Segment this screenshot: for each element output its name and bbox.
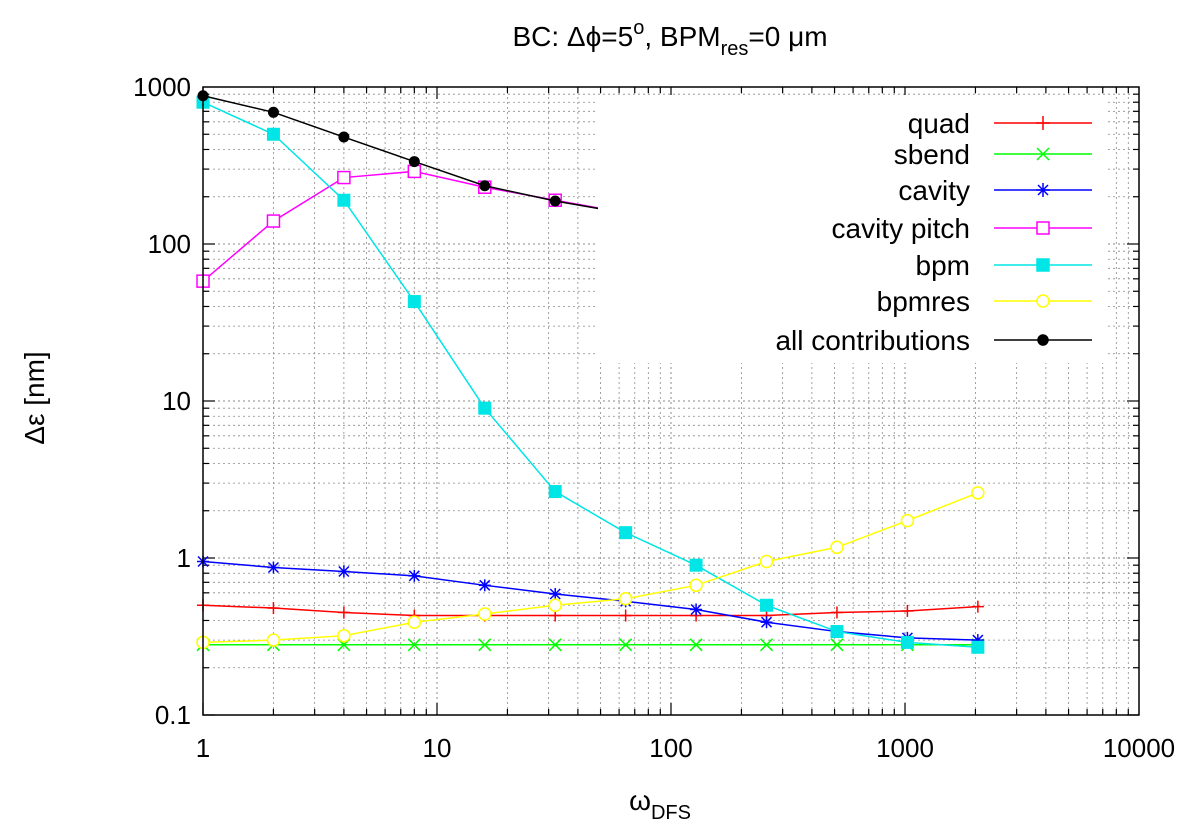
legend-marker <box>1036 258 1050 272</box>
legend-label: cavity <box>898 175 970 206</box>
data-point <box>478 401 492 415</box>
data-point <box>549 588 561 600</box>
series-bpmres <box>196 486 985 650</box>
data-point <box>478 638 492 652</box>
data-point <box>266 127 280 141</box>
data-point <box>830 638 844 652</box>
data-point <box>759 554 774 569</box>
data-point <box>266 633 281 647</box>
series-bpm <box>196 95 985 654</box>
data-point <box>338 131 350 143</box>
legend-marker <box>1036 221 1050 235</box>
data-point <box>830 625 844 639</box>
data-point <box>338 566 350 578</box>
data-point <box>408 156 420 168</box>
legend-background <box>598 95 1108 363</box>
legend-label: bpmres <box>877 286 970 317</box>
legend-label: cavity pitch <box>832 213 971 244</box>
y-tick-label: 10 <box>162 386 191 416</box>
data-point <box>407 164 422 179</box>
chart-title: BC: Δϕ=5o, BPMres=0 μm <box>512 17 827 60</box>
data-point <box>479 180 491 192</box>
data-point <box>549 195 561 207</box>
data-point <box>408 570 420 582</box>
legend-marker <box>1036 294 1050 308</box>
data-point <box>407 295 421 309</box>
legend-marker <box>1036 147 1050 161</box>
legend: quad sbend cavity cavity pitch bpm bpmre… <box>598 95 1108 363</box>
legend-label: quad <box>908 108 970 139</box>
data-point <box>407 638 421 652</box>
series-line <box>202 101 978 649</box>
data-point <box>266 214 281 228</box>
x-tick-label: 10 <box>423 733 452 763</box>
data-point <box>619 638 633 652</box>
data-point <box>267 106 279 118</box>
y-tick-label: 1 <box>177 543 191 573</box>
data-point <box>548 485 562 499</box>
data-point <box>618 592 633 606</box>
axis-ticks <box>202 87 1139 716</box>
data-point <box>548 638 562 652</box>
legend-item: cavity pitch <box>832 213 1092 244</box>
data-point <box>971 486 985 500</box>
y-axis-label: Δε [nm] <box>19 351 50 444</box>
legend-item: bpm <box>916 250 1092 281</box>
data-point <box>478 607 492 621</box>
data-point <box>830 540 844 555</box>
x-axis-label: ωDFS <box>629 785 691 824</box>
y-tick-label: 1000 <box>133 72 191 102</box>
legend-marker <box>1036 183 1050 197</box>
data-point <box>337 193 351 207</box>
legend-marker <box>1036 116 1050 130</box>
x-tick-label: 1 <box>196 733 210 763</box>
data-point <box>548 598 562 613</box>
data-point <box>407 615 422 629</box>
legend-label: sbend <box>894 139 970 170</box>
data-point <box>337 628 351 643</box>
data-point <box>689 558 703 572</box>
legend-item: all contributions <box>775 325 1092 356</box>
x-tick-label: 1000 <box>876 733 934 763</box>
plot-frame <box>202 86 1140 716</box>
x-tick-label: 100 <box>649 733 692 763</box>
y-tick-label: 0.1 <box>155 700 191 730</box>
legend-label: all contributions <box>775 325 970 356</box>
data-point <box>900 513 915 528</box>
data-point <box>759 638 774 652</box>
y-tick-label: 100 <box>148 229 191 259</box>
legend-item: quad <box>908 108 1092 139</box>
data-point <box>690 603 702 616</box>
x-tick-label: 10000 <box>1103 733 1175 763</box>
legend-item: bpmres <box>877 286 1092 317</box>
data-point <box>760 598 774 612</box>
series-line <box>202 492 979 644</box>
y-tick-labels: 0.1 1 10 100 1000 <box>133 72 191 730</box>
data-point <box>337 170 351 185</box>
legend-item: sbend <box>894 139 1092 170</box>
data-point <box>689 578 703 593</box>
legend-label: bpm <box>916 250 970 281</box>
data-point <box>619 526 633 540</box>
data-point <box>971 640 985 654</box>
x-tick-labels: 1 10 100 1000 10000 <box>196 733 1175 763</box>
series-line <box>202 604 978 617</box>
data-point <box>689 638 703 652</box>
data-point <box>267 561 279 574</box>
data-point <box>479 579 491 591</box>
legend-item: cavity <box>898 175 1092 206</box>
data-point <box>760 616 773 628</box>
legend-marker <box>1037 334 1049 346</box>
data-point <box>900 635 914 649</box>
